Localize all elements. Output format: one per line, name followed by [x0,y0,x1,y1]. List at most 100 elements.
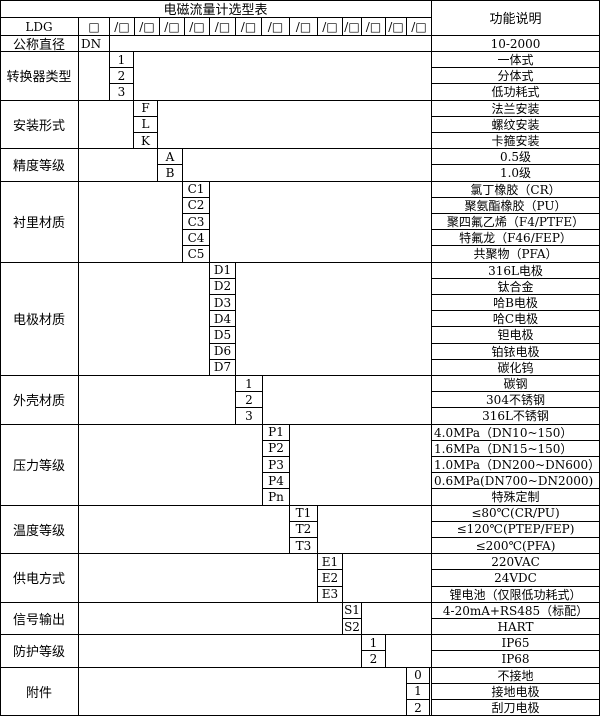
description-cell: 分体式 [432,68,600,85]
code-cell: 1 [236,376,263,393]
code-cell: P4 [263,473,290,490]
code-cell: P1 [263,424,290,441]
blank-cell [79,424,263,506]
description-cell: 特氟龙（F46/FEP） [432,230,600,247]
blank-cell [386,635,432,668]
description-cell: 不接地 [432,667,600,684]
group-label: 压力等级 [0,424,79,506]
description-cell: ≤120℃(PTEP/FEP) [432,521,600,538]
description-cell: 316L电极 [432,262,600,279]
description-cell: 碳化钨 [432,359,600,376]
code-box: /□ [318,18,343,36]
description-cell: 10-2000 [432,36,600,52]
description-cell: 碳钢 [432,376,600,393]
code-cell: F [134,100,158,117]
code-box: /□ [386,18,407,36]
blank-cell [263,376,432,425]
code-cell: D6 [210,343,236,360]
description-cell: 1.0级 [432,165,600,182]
code-cell: T1 [290,505,318,522]
code-cell: 2 [407,700,430,716]
code-cell: E2 [318,570,343,587]
blank-cell [79,667,407,716]
code-cell: C1 [183,181,210,198]
description-cell: 一体式 [432,52,600,69]
description-cell: 220VAC [432,554,600,571]
description-cell: 4-20mA+RS485（标配） [432,602,600,619]
code-box: /□ [236,18,262,36]
code-box: /□ [135,18,160,36]
code-cell: 3 [110,84,134,101]
group-label: 温度等级 [0,505,79,555]
code-box: /□ [362,18,386,36]
description-cell: 低功耗式 [432,84,600,101]
code-cell: D3 [210,295,236,312]
code-cell: D2 [210,278,236,295]
code-cell: D1 [210,262,236,279]
description-cell: 锂电池（仅限低功耗式） [432,586,600,603]
code-cell: D7 [210,359,236,376]
row-label: 公称直径 [0,36,79,52]
blank-cell [79,554,318,603]
code-cell: 3 [236,408,263,425]
description-cell: 24VDC [432,570,600,587]
description-cell: IP68 [432,651,600,668]
blank-cell [79,181,183,263]
code-box: /□ [110,18,135,36]
code-box: □ [79,18,110,36]
table-title: 电磁流量计选型表 [0,0,432,18]
code-cell: E3 [318,586,343,603]
description-cell: 1.6MPa（DN15~150） [432,440,600,457]
code-cell: 0 [407,667,430,684]
description-cell: 特殊定制 [432,489,600,506]
description-cell: 1.0MPa（DN200~DN600） [432,457,600,474]
code-cell: T3 [290,538,318,555]
group-label: 供电方式 [0,554,79,603]
code-cell: C3 [183,214,210,231]
description-cell: 氯丁橡胶（CR） [432,181,600,198]
description-cell: 刮刀电极 [432,700,600,716]
code-cell: P3 [263,457,290,474]
blank-cell [343,554,432,603]
code-cell: L [134,116,158,133]
model-code: LDG [0,18,79,36]
description-cell: 卡箍安装 [432,133,600,150]
code-cell: 1 [362,635,386,652]
code-cell: 1 [110,52,134,69]
description-cell: 哈B电极 [432,295,600,312]
blank-cell [362,602,432,636]
description-cell: 钽电极 [432,327,600,344]
description-cell: 铂铱电极 [432,343,600,360]
description-cell: 哈C电极 [432,311,600,328]
description-cell: 304不锈钢 [432,392,600,409]
code-cell: 2 [236,392,263,409]
description-cell: 聚四氟乙烯（F4/PTFE） [432,214,600,231]
code-cell: S1 [343,602,362,619]
group-label: 附件 [0,667,79,716]
code-cell: 2 [362,651,386,668]
code-cell: C4 [183,230,210,247]
code-cell: D4 [210,311,236,328]
description-cell: IP65 [432,635,600,652]
group-label: 防护等级 [0,635,79,668]
code-cell: Pn [263,489,290,506]
code-cell: A [158,149,183,166]
blank-cell [110,36,432,52]
code-box: /□ [210,18,236,36]
description-cell: 接地电极 [432,683,600,700]
blank-cell [79,505,290,555]
description-cell: HART [432,619,600,636]
blank-cell [79,262,210,376]
description-cell: 0.6MPa(DN700~DN2000) [432,473,600,490]
description-cell: 螺纹安装 [432,116,600,133]
code-box: /□ [407,18,432,36]
blank-cell [79,52,110,101]
group-label: 电极材质 [0,262,79,376]
code-cell: C2 [183,197,210,214]
description-cell: 0.5级 [432,149,600,166]
code-cell: S2 [343,619,362,636]
description-cell: 法兰安装 [432,100,600,117]
description-cell: 4.0MPa（DN10~150） [432,424,600,441]
blank-cell [79,100,134,150]
code-cell: T2 [290,521,318,538]
